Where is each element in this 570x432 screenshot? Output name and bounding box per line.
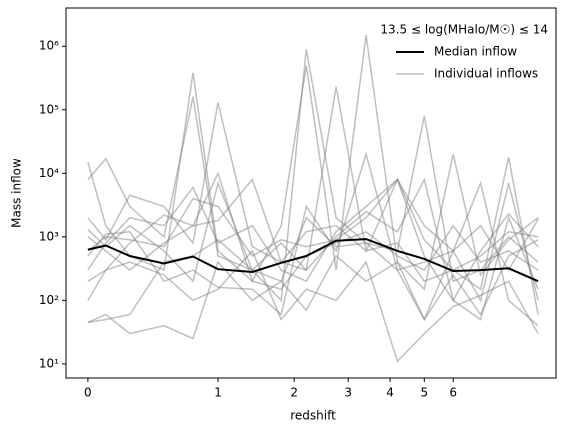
- x-tick-label: 1: [214, 386, 222, 400]
- x-tick-label: 3: [344, 386, 352, 400]
- individual-line: [87, 183, 539, 324]
- individual-line: [87, 239, 539, 340]
- individual-line: [87, 178, 539, 302]
- individual-line: [87, 49, 539, 303]
- individual-line: [87, 178, 539, 283]
- axes-frame: [65, 7, 557, 379]
- x-tick-label: 5: [420, 386, 428, 400]
- individual-line: [87, 34, 539, 291]
- y-axis-label: Mass inflow: [10, 158, 24, 228]
- x-tick-label: 0: [84, 386, 92, 400]
- individual-line: [87, 249, 539, 363]
- y-tick-label: 10¹: [39, 356, 59, 370]
- y-tick-label: 10²: [39, 293, 59, 307]
- y-tick-label: 10³: [39, 229, 59, 243]
- x-tick-label: 6: [449, 386, 457, 400]
- legend-label: Individual inflows: [434, 67, 538, 81]
- legend-title: 13.5 ≤ log(MHalo/M☉) ≤ 14: [380, 23, 548, 37]
- individual-line: [87, 151, 539, 327]
- plot-area: [66, 8, 556, 378]
- y-tick-label: 10⁵: [39, 102, 59, 116]
- legend-label: Median inflow: [434, 45, 517, 59]
- median-line: [87, 238, 539, 283]
- individual-line: [87, 178, 539, 272]
- x-axis-label: redshift: [290, 409, 336, 423]
- x-tick-label: 4: [386, 386, 394, 400]
- y-tick-label: 10⁴: [39, 166, 59, 180]
- x-tick-label: 2: [290, 386, 298, 400]
- individual-line: [87, 177, 539, 321]
- y-tick-label: 10⁶: [39, 39, 59, 53]
